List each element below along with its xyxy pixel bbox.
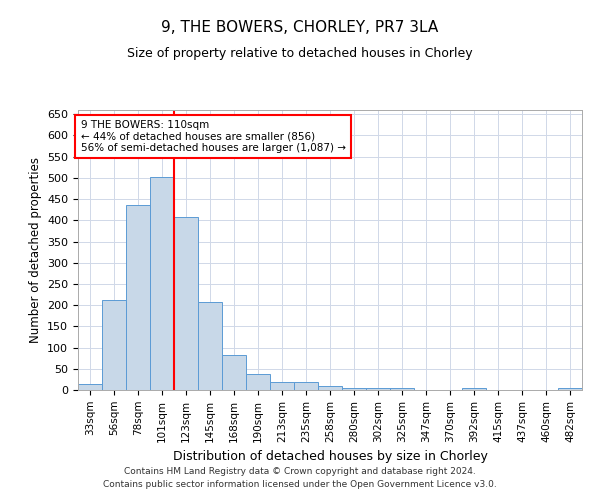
Text: Contains HM Land Registry data © Crown copyright and database right 2024.: Contains HM Land Registry data © Crown c… [124, 467, 476, 476]
Bar [294, 382, 318, 390]
Y-axis label: Number of detached properties: Number of detached properties [29, 157, 41, 343]
Text: 9, THE BOWERS, CHORLEY, PR7 3LA: 9, THE BOWERS, CHORLEY, PR7 3LA [161, 20, 439, 35]
Bar [150, 176, 174, 390]
Bar [174, 218, 198, 390]
Bar [126, 206, 150, 390]
Bar [270, 382, 294, 390]
Bar [558, 388, 582, 390]
Bar [78, 384, 102, 390]
X-axis label: Distribution of detached houses by size in Chorley: Distribution of detached houses by size … [173, 450, 487, 463]
Bar [318, 386, 342, 390]
Bar [390, 388, 414, 390]
Bar [222, 355, 246, 390]
Bar [366, 388, 390, 390]
Bar [198, 302, 222, 390]
Bar [462, 388, 486, 390]
Bar [342, 388, 366, 390]
Text: Contains public sector information licensed under the Open Government Licence v3: Contains public sector information licen… [103, 480, 497, 489]
Text: 9 THE BOWERS: 110sqm
← 44% of detached houses are smaller (856)
56% of semi-deta: 9 THE BOWERS: 110sqm ← 44% of detached h… [80, 120, 346, 153]
Bar [102, 300, 126, 390]
Text: Size of property relative to detached houses in Chorley: Size of property relative to detached ho… [127, 48, 473, 60]
Bar [246, 374, 270, 390]
